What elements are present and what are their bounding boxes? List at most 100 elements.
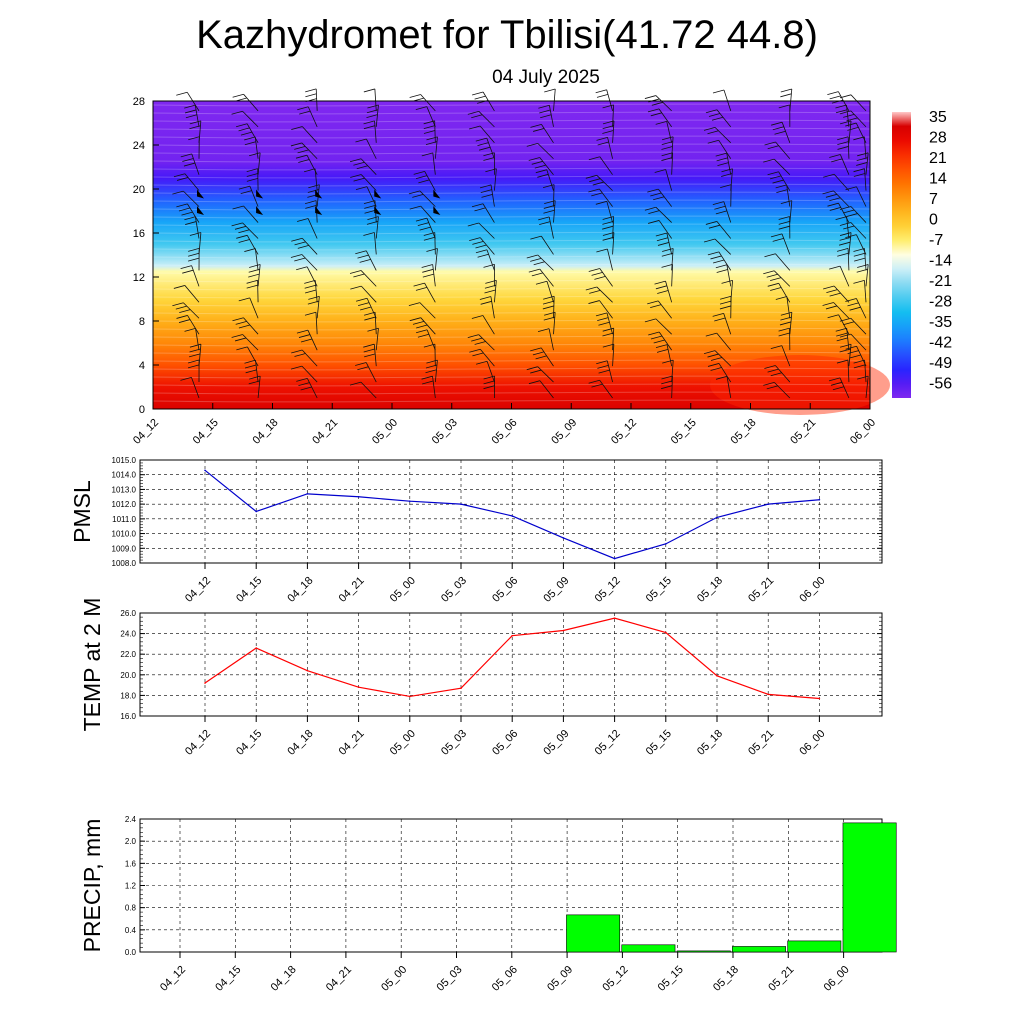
wind-barb-staff	[301, 254, 318, 271]
wind-barb-feather	[661, 252, 673, 257]
panel-xtick-label: 04_18	[269, 964, 299, 994]
wind-barb-feather	[530, 258, 542, 262]
wind-barb-staff	[478, 111, 495, 128]
wind-barb-feather	[763, 270, 775, 275]
wind-barb-feather	[409, 205, 421, 210]
wind-barb-staff	[657, 300, 672, 319]
wind-barb-pennant	[256, 189, 264, 199]
wind-barb-feather	[835, 104, 847, 109]
wind-barb-staff	[612, 328, 615, 351]
wind-barb-feather	[290, 254, 303, 258]
wind-barb-feather	[467, 222, 479, 227]
wind-barb-feather	[188, 136, 200, 141]
wind-barb-staff	[658, 108, 672, 128]
wind-barb-feather	[845, 186, 857, 191]
panel-ytick-label: 2.4	[125, 815, 137, 824]
panel-xtick-label: 04_15	[234, 728, 264, 758]
wind-barb-feather	[647, 108, 660, 113]
wind-barb-feather	[182, 269, 194, 274]
wind-barb-feather	[528, 268, 540, 273]
wind-barb-staff	[723, 201, 732, 223]
wind-barb-feather	[705, 221, 717, 225]
wind-barb-feather	[412, 193, 424, 198]
wind-barb-feather	[847, 350, 859, 354]
wind-barb-feather	[716, 269, 728, 273]
wind-barb-feather	[238, 185, 251, 190]
wind-barb-staff	[482, 203, 495, 223]
wind-barb-feather	[767, 368, 779, 373]
wind-barb-staff	[360, 381, 377, 399]
isotherm-line	[152, 119, 871, 123]
isotherm-line	[152, 383, 871, 387]
panel-xtick-label: 05_18	[711, 964, 741, 994]
wind-barb-staff	[434, 232, 436, 255]
wind-barb-feather	[422, 268, 434, 273]
wind-barb-staff	[537, 254, 554, 271]
wind-barb-feather	[778, 220, 790, 225]
wind-barb-feather	[246, 168, 258, 173]
wind-barb-feather	[853, 173, 865, 177]
wind-barb-feather	[832, 386, 845, 391]
wind-barb-feather	[828, 377, 841, 382]
wind-barb-staff	[548, 105, 554, 127]
wind-barb-feather	[363, 88, 375, 93]
wind-barb-staff	[432, 264, 436, 287]
wind-barb-feather	[244, 141, 256, 146]
wind-barb-feather	[182, 158, 194, 162]
cross-section-ytick-label: 12	[133, 272, 145, 284]
wind-barb-feather	[764, 141, 776, 146]
isotherm-line	[152, 295, 871, 299]
wind-barb-feather	[176, 203, 188, 208]
wind-barb-staff	[596, 286, 613, 303]
wind-barb-feather	[187, 364, 200, 369]
wind-barb-feather	[644, 318, 657, 323]
wind-barb-feather	[178, 319, 191, 323]
wind-barb-feather	[542, 184, 555, 188]
wind-barb-feather	[650, 192, 662, 197]
wind-barb-staff	[494, 168, 497, 191]
wind-barb-feather	[596, 360, 608, 365]
isotherm-line	[152, 127, 871, 131]
isotherm-line	[152, 343, 871, 347]
wind-barb-feather	[775, 296, 787, 300]
wind-barb-pennant	[315, 189, 323, 199]
wind-barb-feather	[238, 324, 251, 329]
wind-barb-feather	[290, 365, 303, 370]
wind-barb-staff	[599, 379, 613, 399]
wind-barb-feather	[825, 305, 838, 310]
panel-xtick-label: 04_15	[234, 575, 264, 605]
colorbar-bar	[892, 112, 911, 398]
wind-barb-feather	[304, 311, 317, 316]
wind-barb-staff	[833, 302, 850, 319]
wind-barb-feather	[184, 104, 196, 109]
wind-barb-feather	[538, 216, 550, 221]
wind-barb-staff	[249, 297, 259, 319]
wind-barb-feather	[829, 95, 841, 100]
wind-barb-feather	[710, 357, 723, 361]
wind-barb-feather	[181, 211, 193, 216]
isotherm-line	[152, 215, 871, 219]
wind-barb-feather	[232, 93, 244, 98]
wind-barb-staff	[195, 328, 200, 351]
wind-barb-feather	[839, 120, 852, 125]
wind-barb-feather	[778, 104, 790, 109]
wind-barb-staff	[187, 315, 200, 335]
wind-barb-staff	[302, 126, 318, 144]
wind-barb-feather	[710, 255, 722, 260]
wind-barb-feather	[413, 282, 425, 287]
wind-barb-staff	[301, 349, 318, 367]
wind-barb-feather	[298, 382, 310, 387]
wind-barb-staff	[606, 248, 613, 271]
isotherm-line	[152, 319, 871, 323]
wind-barb-staff	[666, 121, 673, 143]
wind-barb-feather	[474, 207, 486, 212]
wind-barb-staff	[553, 200, 556, 223]
wind-barb-feather	[712, 201, 724, 206]
wind-barb-feather	[176, 177, 189, 181]
cross-section-xtick-label: 06_00	[848, 417, 878, 447]
wind-barb-feather	[717, 162, 729, 166]
wind-barb-staff	[730, 168, 733, 191]
wind-barb-feather	[364, 205, 376, 209]
wind-barb-staff	[539, 380, 554, 399]
wind-barb-feather	[662, 248, 674, 252]
